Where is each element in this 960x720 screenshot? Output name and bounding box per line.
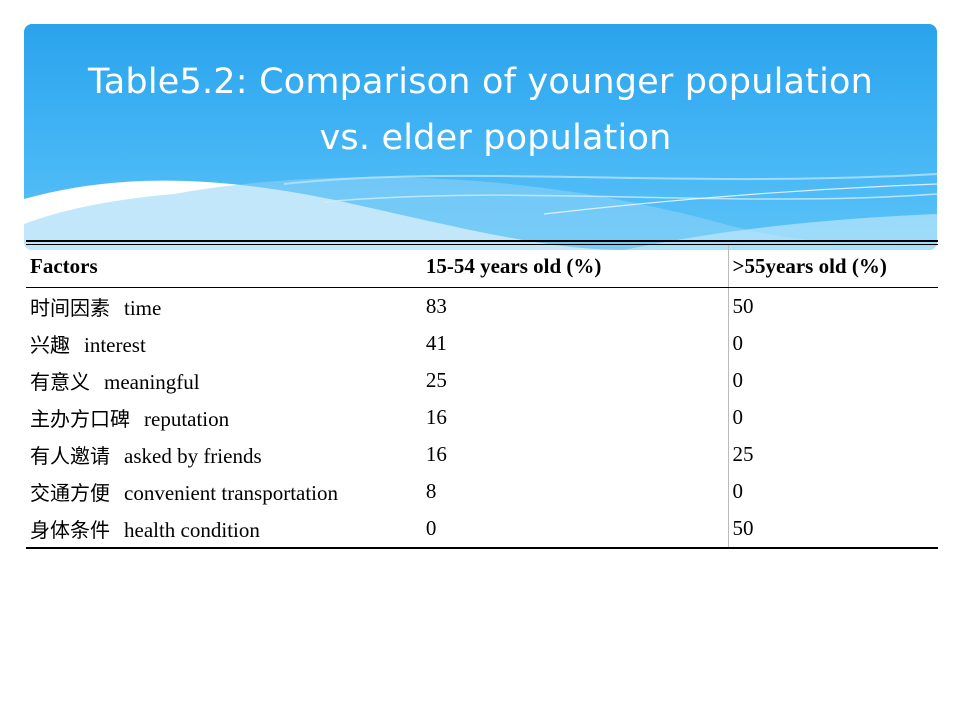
- table-top-rule: [26, 240, 938, 242]
- table-row: 时间因素 time 83 50: [26, 287, 938, 326]
- factor-zh: 有人邀请: [30, 444, 110, 468]
- table-row: 兴趣 interest 41 0: [26, 325, 938, 362]
- factor-en: health condition: [124, 518, 260, 542]
- title-banner: Table5.2: Comparison of younger populati…: [24, 24, 937, 250]
- table-header-row: Factors 15-54 years old (%) >55years old…: [26, 245, 938, 288]
- table-row: 主办方口碑 reputation 16 0: [26, 399, 938, 436]
- table-row: 有意义 meaningful 25 0: [26, 362, 938, 399]
- slide-title-line2: vs. elder population: [319, 118, 672, 158]
- factor-cell: 主办方口碑 reputation: [26, 399, 422, 436]
- factor-en: meaningful: [104, 370, 200, 394]
- young-value: 16: [425, 442, 447, 466]
- factor-zh: 交通方便: [30, 481, 110, 505]
- factor-en: reputation: [144, 407, 230, 431]
- young-value: 8: [425, 479, 437, 503]
- elder-value: 0: [727, 362, 938, 399]
- table-top-rule-thin: [26, 244, 938, 245]
- header-elder: >55years old (%): [727, 245, 938, 288]
- factor-zh: 身体条件: [30, 518, 110, 542]
- factor-cell: 兴趣 interest: [26, 325, 422, 362]
- young-value: 25: [425, 368, 447, 392]
- header-factors: Factors: [26, 245, 422, 288]
- young-value: 41: [425, 331, 447, 355]
- factor-cell: 时间因素 time: [26, 288, 422, 326]
- comparison-table-container: Factors 15-54 years old (%) >55years old…: [26, 240, 938, 549]
- factor-cell: 身体条件 health condition: [26, 510, 422, 549]
- factor-cell: 有意义 meaningful: [26, 362, 422, 399]
- factor-zh: 时间因素: [30, 296, 110, 320]
- factor-cell: 交通方便 convenient transportation: [26, 473, 422, 510]
- young-value: 83: [425, 294, 447, 318]
- factor-zh: 有意义: [30, 370, 90, 394]
- factor-zh: 兴趣: [30, 333, 70, 357]
- elder-value: 0: [727, 399, 938, 436]
- elder-value: 50: [727, 510, 938, 549]
- table-row: 身体条件 health condition 0 50: [26, 510, 938, 549]
- slide-title-line1: Table5.2: Comparison of younger populati…: [87, 62, 874, 102]
- comparison-table: Factors 15-54 years old (%) >55years old…: [26, 245, 938, 549]
- banner-wave-decoration: [24, 173, 937, 250]
- factor-zh: 主办方口碑: [30, 407, 130, 431]
- young-value: 0: [421, 510, 729, 549]
- table-row: 有人邀请 asked by friends 16 25: [26, 436, 938, 473]
- factor-cell: 有人邀请 asked by friends: [26, 436, 422, 473]
- elder-value: 25: [727, 436, 938, 473]
- factor-en: interest: [84, 333, 146, 357]
- elder-value: 50: [727, 287, 938, 325]
- factor-en: convenient transportation: [124, 481, 339, 505]
- factor-en: time: [124, 296, 162, 320]
- header-young: 15-54 years old (%): [421, 245, 729, 288]
- slide-title: Table5.2: Comparison of younger populati…: [24, 54, 937, 166]
- table-row: 交通方便 convenient transportation 8 0: [26, 473, 938, 510]
- factor-en: asked by friends: [124, 444, 262, 468]
- elder-value: 0: [727, 473, 938, 510]
- young-value: 16: [425, 405, 447, 429]
- elder-value: 0: [727, 325, 938, 362]
